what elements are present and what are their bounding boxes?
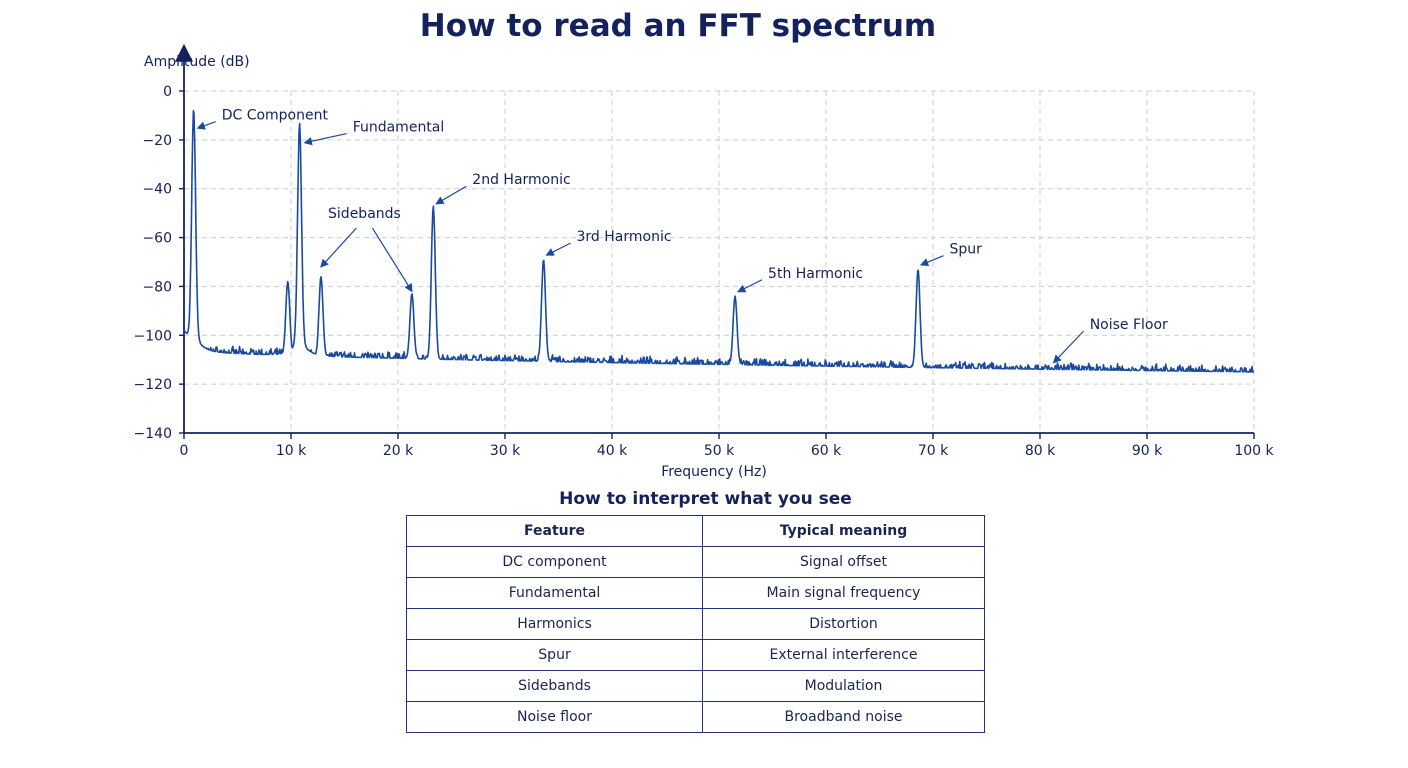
y-tick-label: 0	[163, 84, 172, 100]
annotation-label: Noise Floor	[1090, 317, 1168, 333]
meaning-cell: Signal offset	[702, 546, 985, 578]
feature-cell: Sidebands	[406, 670, 703, 702]
feature-cell: Spur	[406, 639, 703, 671]
header-feature: Feature	[406, 515, 703, 547]
table-row: Noise floor Broadband noise	[406, 701, 985, 733]
meaning-cell: Modulation	[702, 670, 985, 702]
chart-title: How to read an FFT spectrum	[419, 8, 937, 44]
annotation: 3rd Harmonic	[545, 229, 672, 256]
x-tick-label: 100 k	[1234, 443, 1274, 459]
header-meaning: Typical meaning	[702, 515, 985, 547]
y-tick-label: −100	[134, 328, 172, 344]
meaning-cell: External interference	[702, 639, 985, 671]
y-tick-label: −140	[134, 426, 172, 442]
annotation: Fundamental	[303, 120, 445, 146]
y-tick-label: −80	[142, 279, 172, 295]
fft-spectrum-chart: 0 10 k 20 k 30 k 40 k 50 k 60 k 70 k 80 k 90 k 100…	[134, 43, 1275, 480]
annotation: DC Component	[196, 108, 329, 130]
x-tick-label: 70 k	[918, 443, 949, 459]
meaning-cell: Broadband noise	[702, 701, 985, 733]
annotation: Noise Floor	[1052, 317, 1168, 364]
meaning-cell: Main signal frequency	[702, 577, 985, 609]
annotation-arrow	[320, 227, 357, 268]
table-row: Spur External interference	[406, 639, 985, 671]
feature-cell: Fundamental	[406, 577, 703, 609]
grid	[184, 90, 1255, 433]
ticks: 0 10 k 20 k 30 k 40 k 50 k 60 k 70 k 80 k 90 k 100…	[134, 84, 1275, 459]
feature-cell: Harmonics	[406, 608, 703, 640]
annotation: 5th Harmonic	[736, 266, 863, 293]
feature-cell: DC component	[406, 546, 703, 578]
y-tick-label: −60	[142, 231, 172, 247]
x-tick-label: 20 k	[383, 443, 414, 459]
feature-cell: Noise floor	[406, 701, 703, 733]
annotation-arrow	[736, 279, 763, 293]
annotation: 2nd Harmonic	[435, 172, 571, 205]
table-row: Fundamental Main signal frequency	[406, 577, 985, 609]
y-tick-label: −40	[142, 182, 172, 198]
table-row: Sidebands Modulation	[406, 670, 985, 702]
x-tick-label: 10 k	[276, 443, 307, 459]
x-tick-label: 80 k	[1025, 443, 1056, 459]
x-tick-label: 40 k	[597, 443, 628, 459]
table-title: How to interpret what you see	[559, 489, 852, 509]
x-tick-label: 30 k	[490, 443, 521, 459]
annotation-label: 2nd Harmonic	[472, 172, 570, 188]
annotation-label: Fundamental	[353, 120, 445, 136]
annotation-label: Sidebands	[328, 206, 401, 222]
x-axis-label: Frequency (Hz)	[661, 464, 767, 480]
table-row: Harmonics Distortion	[406, 608, 985, 640]
spectrum-series-line	[183, 110, 1255, 373]
x-tick-label: 0	[180, 443, 189, 459]
annotation: Sidebands	[320, 206, 413, 293]
table-header-row: Feature Typical meaning	[406, 515, 985, 547]
annotation-label: 5th Harmonic	[768, 266, 863, 282]
annotations: DC Component Fundamental Sidebands 2nd Harm…	[196, 108, 1168, 364]
y-axis-label: Amplitude (dB)	[144, 54, 250, 70]
interpretation-table: Feature Typical meaning DC component Sign…	[406, 515, 985, 733]
y-tick-label: −120	[134, 377, 172, 393]
annotation-arrow	[1052, 330, 1085, 364]
y-tick-label: −20	[142, 133, 172, 149]
annotation-arrow	[545, 242, 571, 256]
annotation-arrow	[303, 132, 347, 146]
table-row: DC component Signal offset	[406, 546, 985, 578]
x-tick-label: 60 k	[811, 443, 842, 459]
x-tick-label: 90 k	[1132, 443, 1163, 459]
annotation-label: DC Component	[222, 108, 329, 124]
annotation: Spur	[919, 242, 983, 267]
meaning-cell: Distortion	[702, 608, 985, 640]
annotation-arrow	[371, 227, 413, 293]
annotation-label: 3rd Harmonic	[577, 229, 672, 245]
annotation-label: Spur	[950, 242, 983, 258]
x-tick-label: 50 k	[704, 443, 735, 459]
annotation-arrow	[919, 255, 944, 267]
annotation-arrow	[435, 185, 467, 205]
annotation-arrow	[196, 121, 216, 130]
